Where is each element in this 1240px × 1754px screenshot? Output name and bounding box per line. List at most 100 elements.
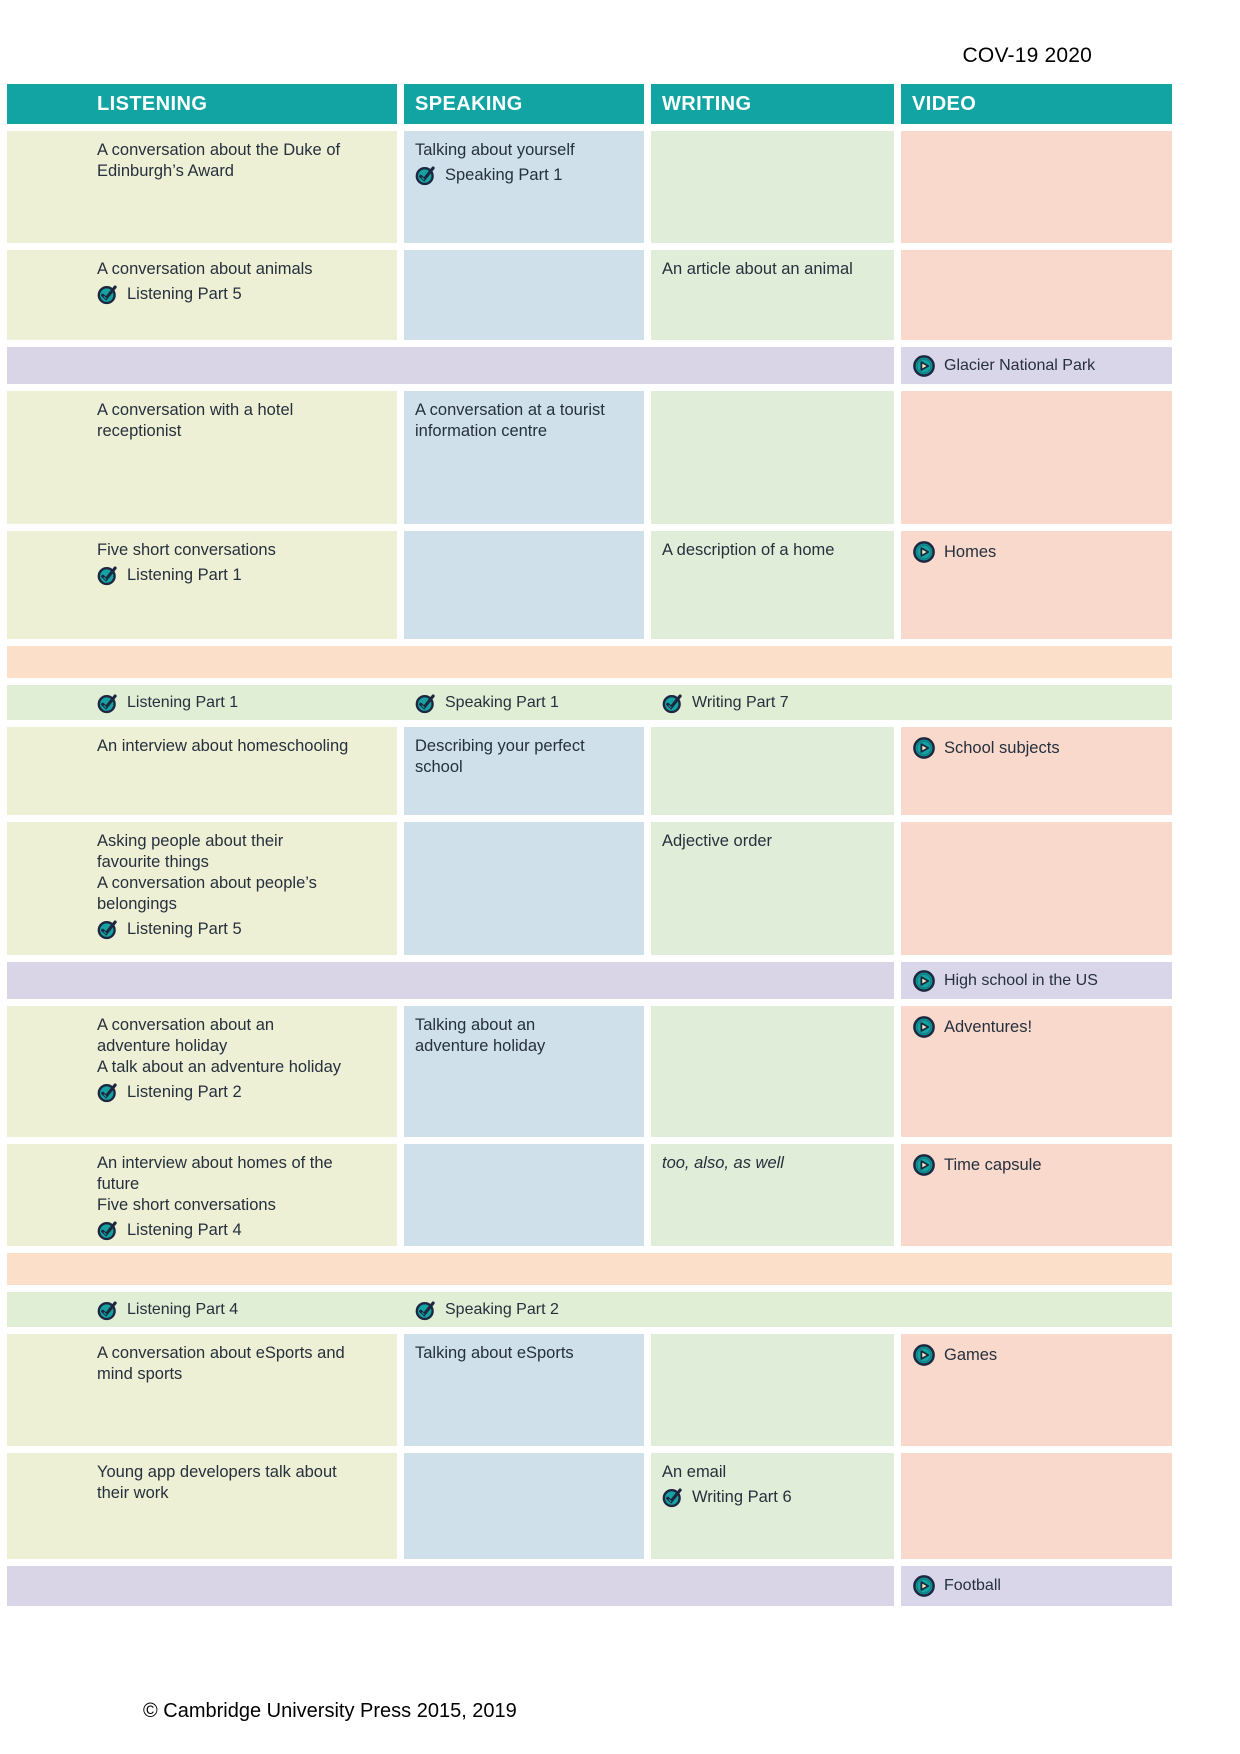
writing-cell: An article about an animal: [651, 250, 894, 340]
listening-cell: A conversation about animals Listening P…: [7, 250, 397, 340]
speaking-text: Talking about eSports: [415, 1344, 574, 1362]
writing-text: A description of a home: [662, 541, 835, 559]
listening-text: An interview about homes of the future: [97, 1154, 333, 1193]
listening-cell: Asking people about their favourite thin…: [7, 822, 397, 955]
exam-badge: Listening Part 1: [97, 564, 383, 586]
writing-cell: too, also, as well: [651, 1144, 894, 1246]
video-cell: Homes: [901, 531, 1172, 639]
writing-cell: A description of a home: [651, 531, 894, 639]
exam-badge-label: Writing Part 7: [692, 693, 789, 711]
writing-cell: Adjective order: [651, 822, 894, 955]
exam-badge-label: Speaking Part 1: [445, 165, 563, 184]
column-header-listening: LISTENING: [7, 84, 397, 124]
play-icon: [912, 969, 936, 993]
table-row: A conversation about an adventure holida…: [7, 1006, 1172, 1137]
video-label: Adventures!: [944, 1017, 1033, 1036]
purple-strip: [7, 962, 894, 999]
review-segment: Speaking Part 2: [404, 1299, 651, 1321]
speaking-cell-empty: [404, 822, 644, 955]
listening-text: A conversation about an adventure holida…: [97, 1016, 275, 1055]
writing-cell-empty: [651, 1006, 894, 1137]
column-header-speaking: SPEAKING: [404, 84, 644, 124]
exam-badge: Listening Part 4: [97, 1299, 404, 1321]
purple-strip: [7, 1566, 894, 1606]
review-segment: Speaking Part 1: [404, 692, 651, 714]
video-label: School subjects: [944, 738, 1060, 757]
listening-cell: A conversation with a hotel receptionist: [7, 391, 397, 524]
review-segment: Writing Part 7: [651, 692, 901, 714]
speaking-cell-empty: [404, 531, 644, 639]
video-cell-empty: [901, 131, 1172, 243]
speaking-text: Talking about an adventure holiday: [415, 1016, 546, 1055]
video-item: High school in the US: [912, 969, 1098, 993]
video-cell-empty: [901, 822, 1172, 955]
video-cell-empty: [901, 250, 1172, 340]
listening-text: A conversation about eSports and mind sp…: [97, 1344, 345, 1383]
video-item: Games: [912, 1343, 1164, 1367]
video-item: Football: [912, 1574, 1001, 1598]
video-band-row: Glacier National Park: [7, 347, 1172, 384]
listening-text: Five short conversations: [97, 541, 276, 559]
checkmark-icon: [415, 1299, 437, 1321]
column-header-video: VIDEO: [901, 84, 1172, 124]
play-icon: [912, 354, 936, 378]
exam-badge: Listening Part 5: [97, 918, 383, 940]
exam-badge-label: Listening Part 5: [127, 284, 242, 303]
unit-divider-band: [7, 1253, 1172, 1285]
exam-badge: Listening Part 2: [97, 1081, 383, 1103]
play-icon: [912, 1574, 936, 1598]
video-cell: Football: [901, 1566, 1172, 1606]
exam-badge-label: Writing Part 6: [692, 1487, 792, 1506]
writing-text: An article about an animal: [662, 260, 853, 278]
checkmark-icon: [415, 692, 437, 714]
checkmark-icon: [97, 918, 119, 940]
video-label: Glacier National Park: [944, 356, 1096, 374]
column-header-writing: WRITING: [651, 84, 894, 124]
table-row: A conversation about the Duke of Edinbur…: [7, 131, 1172, 243]
listening-text: A conversation with a hotel receptionist: [97, 401, 294, 440]
video-item: Adventures!: [912, 1015, 1164, 1039]
video-item: Homes: [912, 540, 1164, 564]
video-label: Time capsule: [944, 1155, 1042, 1174]
exam-badge-label: Speaking Part 2: [445, 1300, 559, 1318]
exam-badge-label: Listening Part 4: [127, 1220, 242, 1239]
checkmark-icon: [662, 692, 684, 714]
purple-strip: [7, 347, 894, 384]
review-segment: Listening Part 4: [7, 1299, 404, 1321]
listening-cell: An interview about homeschooling: [7, 727, 397, 815]
speaking-cell: Describing your perfect school: [404, 727, 644, 815]
document-code: COV-19 2020: [962, 44, 1092, 67]
video-item: Time capsule: [912, 1153, 1164, 1177]
video-cell-empty: [901, 1453, 1172, 1559]
play-icon: [912, 736, 936, 760]
table-row: A conversation about animals Listening P…: [7, 250, 1172, 340]
play-icon: [912, 1343, 936, 1367]
video-cell-empty: [901, 391, 1172, 524]
listening-text: A talk about an adventure holiday: [97, 1058, 342, 1076]
listening-text: A conversation about animals: [97, 260, 313, 278]
play-icon: [912, 1153, 936, 1177]
checkmark-icon: [97, 1219, 119, 1241]
listening-text: A conversation about the Duke of Edinbur…: [97, 141, 341, 180]
writing-text: An email: [662, 1463, 727, 1481]
table-row: A conversation with a hotel receptionist…: [7, 391, 1172, 524]
listening-cell: A conversation about an adventure holida…: [7, 1006, 397, 1137]
listening-cell: Five short conversations Listening Part …: [7, 531, 397, 639]
listening-text: Asking people about their favourite thin…: [97, 832, 284, 871]
table-row: An interview about homes of the future F…: [7, 1144, 1172, 1246]
speaking-cell: Talking about yourself Speaking Part 1: [404, 131, 644, 243]
listening-cell: A conversation about eSports and mind sp…: [7, 1334, 397, 1446]
exam-badge-label: Listening Part 2: [127, 1082, 242, 1101]
exam-badge-label: Speaking Part 1: [445, 693, 559, 711]
listening-text: Young app developers talk about their wo…: [97, 1463, 337, 1502]
speaking-cell: Talking about an adventure holiday: [404, 1006, 644, 1137]
listening-text: Five short conversations: [97, 1196, 276, 1214]
checkmark-icon: [662, 1486, 684, 1508]
video-label: Football: [944, 1577, 1001, 1594]
listening-cell: A conversation about the Duke of Edinbur…: [7, 131, 397, 243]
unit-divider-band: [7, 646, 1172, 678]
listening-text: An interview about homeschooling: [97, 737, 349, 755]
exam-badge: Listening Part 5: [97, 283, 383, 305]
review-band-row: Listening Part 4 Speaking Part 2: [7, 1292, 1172, 1327]
writing-cell-empty: [651, 1334, 894, 1446]
